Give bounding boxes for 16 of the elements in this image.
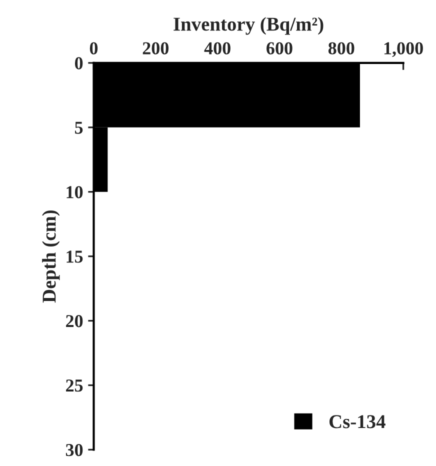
x-tick-label: 600 [266, 42, 292, 54]
x-tick-label: 400 [204, 42, 230, 54]
y-tick-label: 0 [74, 57, 83, 70]
y-tick-label: 15 [66, 250, 83, 263]
y-tick-label: 25 [66, 380, 83, 392]
y-tick-label: 20 [66, 315, 83, 328]
x-tick-label: 1,000 [384, 42, 423, 57]
legend-label: Cs-134 [330, 415, 386, 428]
x-tick-label: 0 [90, 42, 98, 54]
x-tick-label: 800 [328, 42, 354, 54]
y-axis-title: Depth (cm) [42, 210, 60, 303]
x-axis-title: Inventory (Bq/m²) [174, 17, 324, 35]
x-tick-label: 200 [142, 42, 169, 54]
y-tick-label: 5 [75, 122, 83, 134]
y-tick-label: 30 [66, 444, 83, 456]
y-tick-label: 10 [66, 186, 83, 198]
